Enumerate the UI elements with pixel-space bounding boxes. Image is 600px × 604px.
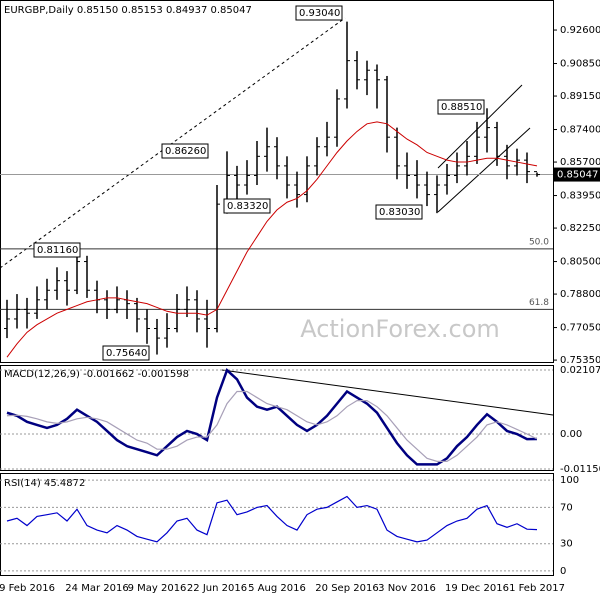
last-price-box <box>554 167 600 182</box>
y-tick-label: 0.85700 <box>560 157 600 168</box>
y-tick-label: 0.83950 <box>560 191 600 202</box>
y-tick-label: 70 <box>560 502 573 513</box>
rsi-title: RSI(14) 45.4872 <box>4 478 85 489</box>
annotation-box <box>375 204 423 220</box>
annotation-box <box>437 99 485 115</box>
macd-panel <box>0 365 554 471</box>
annotation-box <box>295 5 343 21</box>
y-tick-label: 0.77050 <box>560 323 600 334</box>
y-tick-label: 0.89150 <box>560 91 600 102</box>
y-tick-label: 0.80500 <box>560 257 600 268</box>
level-label: 61.8 <box>529 298 549 308</box>
annotation-box <box>223 198 271 214</box>
x-tick-label: 9 May 2016 <box>128 583 187 594</box>
level-label: 50.0 <box>529 237 549 247</box>
x-tick-label: 22 Jun 2016 <box>187 583 247 594</box>
x-tick-label: 5 Aug 2016 <box>248 583 306 594</box>
macd-trend-line <box>221 369 554 416</box>
annotation-label: 0.83320 <box>227 201 268 212</box>
x-tick-label: 24 Mar 2016 <box>65 583 128 594</box>
chart-title: EURGBP,Daily 0.85150 0.85153 0.84937 0.8… <box>4 5 252 16</box>
y-tick-label: 0.021074 <box>560 365 600 376</box>
y-tick-label: 0.90850 <box>560 59 600 70</box>
indicator-line <box>6 495 538 543</box>
rsi-panel <box>0 473 554 576</box>
y-tick-label: 0.92600 <box>560 25 600 36</box>
annotation-box <box>161 143 209 159</box>
y-tick-label: 0.75350 <box>560 355 600 366</box>
x-tick-label: 9 Feb 2016 <box>0 583 55 594</box>
watermark: ActionForex.com <box>300 315 500 343</box>
annotation-label: 0.83030 <box>379 207 420 218</box>
y-tick-label: 0.87400 <box>560 125 600 136</box>
annotation-box <box>33 242 81 258</box>
annotation-label: 0.86260 <box>165 146 206 157</box>
trend-line <box>0 17 346 269</box>
last-price-label: 0.85047 <box>557 170 598 181</box>
y-tick-label: 0 <box>560 566 566 577</box>
x-tick-label: 1 Feb 2017 <box>509 583 565 594</box>
annotation-label: 0.81160 <box>37 245 78 256</box>
moving-average <box>6 121 538 358</box>
y-tick-label: 0.82250 <box>560 223 600 234</box>
y-tick-label: 100 <box>560 475 579 486</box>
y-tick-label: 0.00 <box>560 429 582 440</box>
macd-title: MACD(12,26,9) -0.001662 -0.001598 <box>4 369 189 380</box>
annotation-label: 0.93040 <box>299 8 340 19</box>
y-tick-label: 30 <box>560 539 573 550</box>
x-tick-label: 19 Dec 2016 <box>445 583 509 594</box>
annotation-label: 0.75640 <box>106 348 147 359</box>
annotation-box <box>102 345 150 361</box>
x-tick-label: 20 Sep 2016 <box>315 583 378 594</box>
y-tick-label: 0.78800 <box>560 289 600 300</box>
indicator-line <box>6 390 538 462</box>
channel-line <box>437 84 523 169</box>
y-tick-label: -0.011507 <box>560 464 600 475</box>
indicator-line <box>6 368 538 466</box>
annotation-label: 0.88510 <box>441 102 482 113</box>
price-panel <box>0 0 554 363</box>
channel-line <box>437 127 531 213</box>
x-tick-label: 3 Nov 2016 <box>378 583 436 594</box>
